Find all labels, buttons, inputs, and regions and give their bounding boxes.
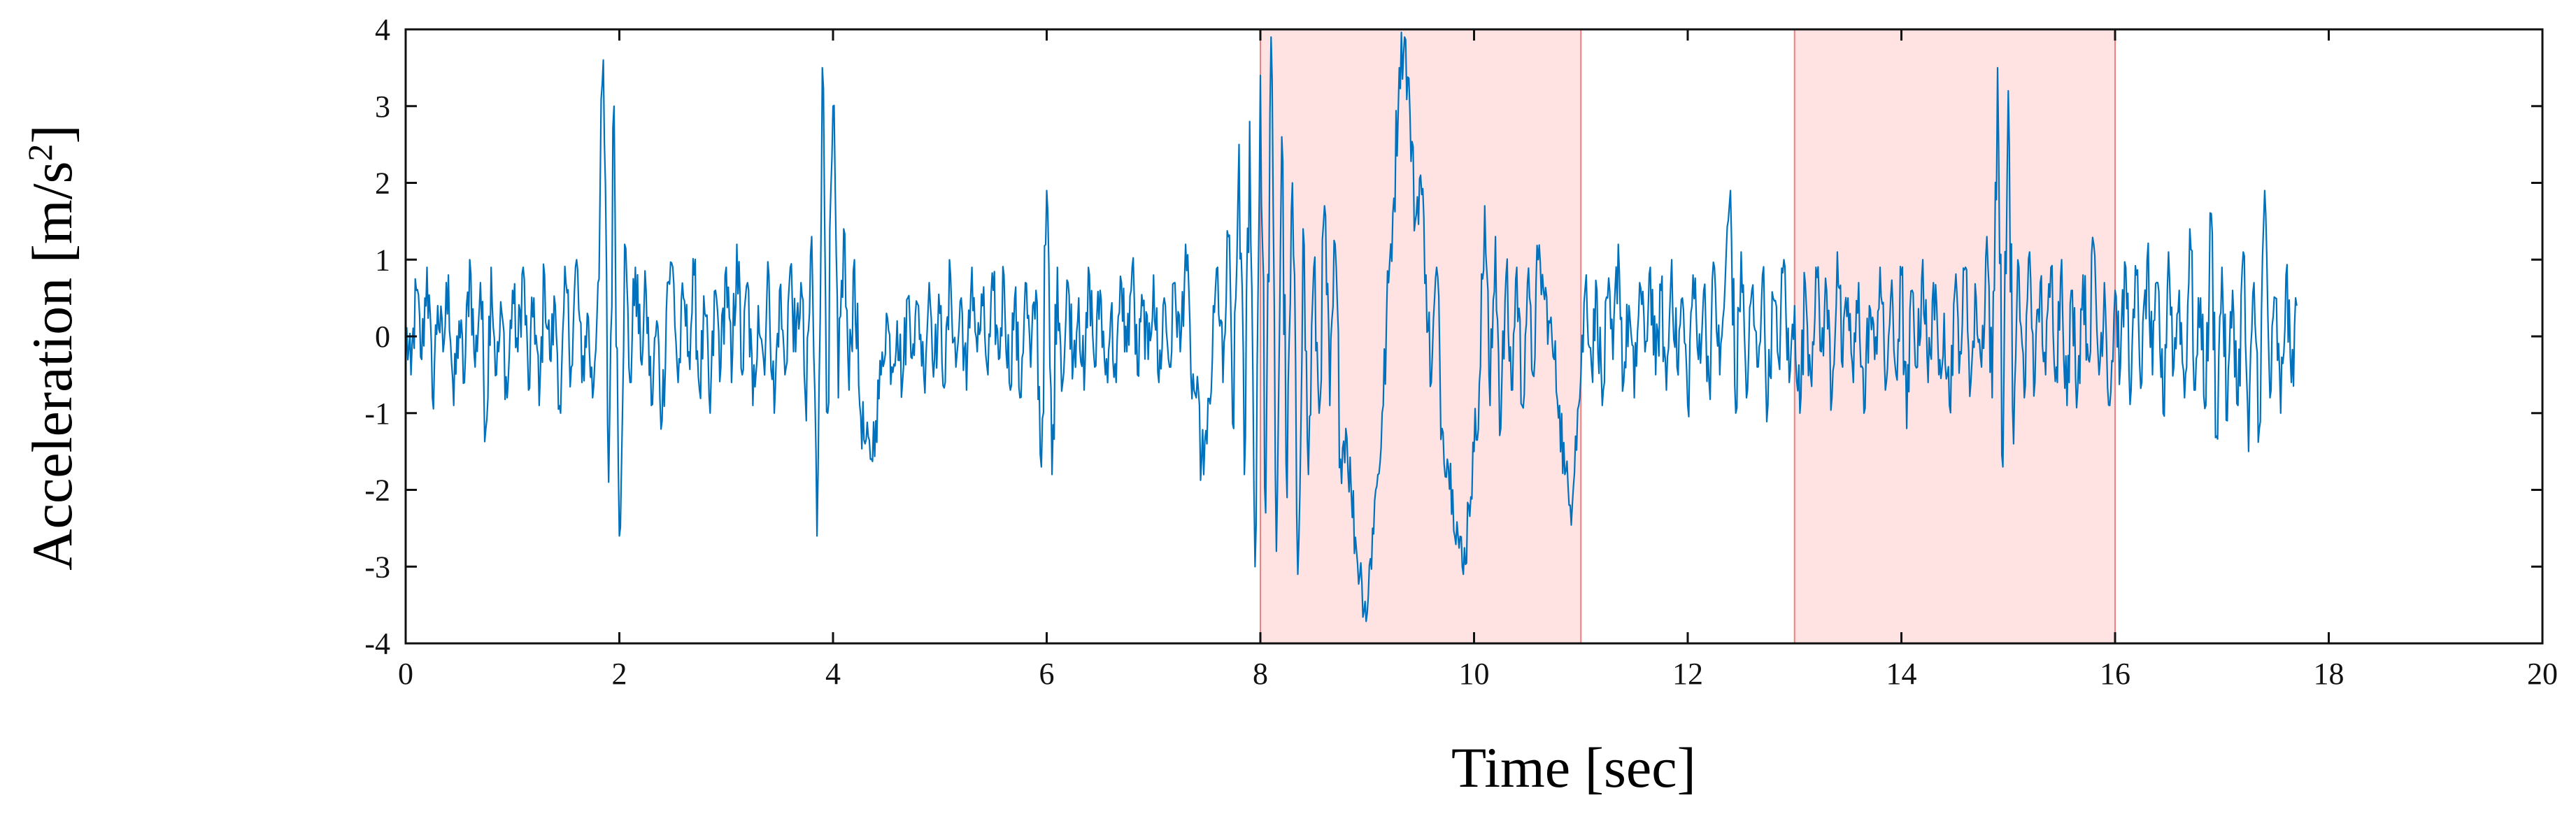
- y-axis-title-main: Acceleration [m/s: [20, 162, 84, 571]
- x-tick-label-12: 12: [1672, 657, 1703, 691]
- series-layer: [405, 31, 2298, 622]
- y-tick-label--1: -1: [364, 397, 390, 431]
- y-tick-label-2: 2: [375, 166, 390, 201]
- y-axis-title-superscript: 2: [20, 144, 59, 162]
- highlight-regions: [1260, 29, 2116, 643]
- x-tick-label-8: 8: [1253, 657, 1268, 691]
- y-tick-label-4: 4: [375, 13, 390, 47]
- x-tick-label-14: 14: [1886, 657, 1917, 691]
- x-tick-label-4: 4: [825, 657, 841, 691]
- highlight-region-2: [1794, 29, 2115, 643]
- ticks-layer: [404, 28, 2544, 645]
- y-tick-label-3: 3: [375, 90, 390, 124]
- x-tick-label-20: 20: [2527, 657, 2558, 691]
- x-tick-label-0: 0: [398, 657, 413, 691]
- highlight-region-1: [1260, 29, 1581, 643]
- y-tick-label--3: -3: [364, 550, 390, 584]
- x-tick-label-16: 16: [2100, 657, 2130, 691]
- y-tick-label-1: 1: [375, 243, 390, 277]
- x-tick-label-6: 6: [1039, 657, 1055, 691]
- y-axis-title-end: ]: [20, 124, 84, 143]
- y-tick-label-0: 0: [375, 320, 390, 354]
- y-tick-label--2: -2: [364, 473, 390, 508]
- x-tick-label-18: 18: [2314, 657, 2344, 691]
- y-tick-label--4: -4: [364, 627, 390, 661]
- x-tick-label-10: 10: [1459, 657, 1490, 691]
- x-tick-label-2: 2: [612, 657, 627, 691]
- x-axis-title: Time [sec]: [1451, 736, 1696, 799]
- series-line-1: [405, 31, 2298, 622]
- y-axis-title: Acceleration [m/s2]: [20, 124, 84, 570]
